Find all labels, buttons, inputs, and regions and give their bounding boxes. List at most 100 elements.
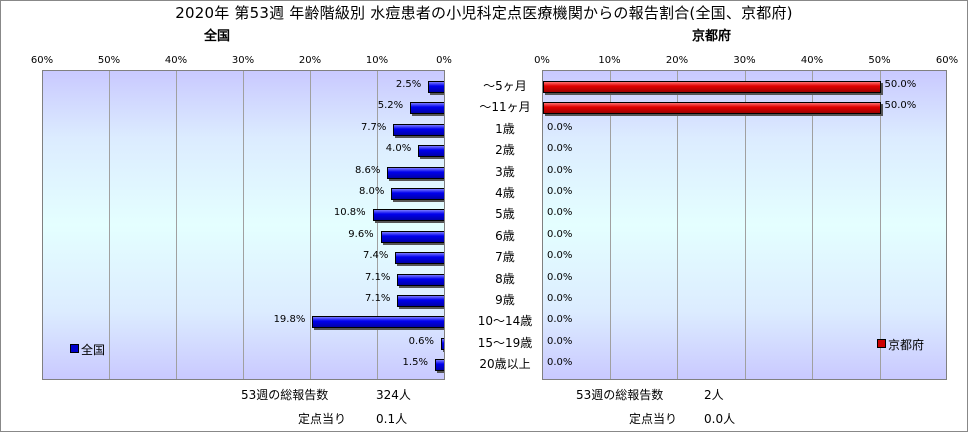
left-per-label: 定点当り bbox=[298, 412, 347, 426]
category-label: 15～19歳 bbox=[477, 335, 533, 350]
right-gridline bbox=[812, 71, 813, 379]
right-value-label: 0.0% bbox=[547, 164, 573, 176]
category-label: ～5ヶ月 bbox=[483, 79, 527, 93]
left-gridline bbox=[176, 71, 177, 379]
right-per-value: 0.0人 bbox=[704, 412, 736, 426]
right-gridline bbox=[744, 71, 746, 379]
category-label: 6歳 bbox=[495, 228, 515, 243]
left-total-label: 53週の総報告数 bbox=[241, 388, 329, 402]
right-value-label: 0.0% bbox=[547, 186, 573, 197]
right-value-label: 0.0% bbox=[547, 143, 573, 155]
left-x-tick-label: 0% bbox=[436, 55, 452, 66]
right-value-label: 0.0% bbox=[547, 293, 573, 304]
left-legend-label: 全国 bbox=[81, 343, 106, 357]
right-chart-title: 京都府 bbox=[692, 29, 732, 44]
right-value-label: 0.0% bbox=[547, 271, 573, 283]
left-chart-title: 全国 bbox=[204, 29, 231, 44]
left-x-tick-label: 20% bbox=[298, 55, 322, 66]
right-gridline bbox=[879, 71, 881, 379]
right-value-label: 0.0% bbox=[547, 121, 573, 133]
left-bar bbox=[372, 209, 444, 222]
right-x-tick-label: 50% bbox=[868, 55, 891, 66]
right-legend-swatch bbox=[877, 339, 886, 348]
left-value-label: 9.6% bbox=[348, 228, 374, 240]
right-value-label: 0.0% bbox=[547, 314, 573, 326]
right-x-tick-label: 0% bbox=[534, 55, 550, 66]
category-label: ～11ヶ月 bbox=[479, 100, 531, 115]
right-value-label: 0.0% bbox=[547, 357, 573, 369]
left-x-tick-label: 30% bbox=[231, 55, 255, 66]
right-x-tick-label: 60% bbox=[935, 55, 959, 66]
right-per-label: 定点当り bbox=[629, 412, 678, 426]
left-bar bbox=[395, 252, 444, 265]
left-gridline bbox=[109, 71, 110, 379]
category-label: 1歳 bbox=[495, 121, 515, 136]
left-value-label: 7.1% bbox=[365, 271, 391, 283]
chart-title: 2020年 第53週 年齢階級別 水痘患者の小児科定点医療機関からの報告割合(全… bbox=[175, 4, 793, 22]
right-bar bbox=[543, 102, 881, 115]
left-value-label: 8.6% bbox=[354, 164, 381, 176]
right-legend-label: 京都府 bbox=[888, 338, 925, 352]
right-x-tick-label: 30% bbox=[733, 55, 756, 66]
left-bar bbox=[393, 123, 444, 136]
left-bar bbox=[410, 102, 444, 115]
right-total-label: 53週の総報告数 bbox=[576, 388, 664, 402]
category-label: 9歳 bbox=[495, 293, 515, 307]
left-legend: 全国 bbox=[70, 341, 105, 358]
left-x-tick-label: 60% bbox=[30, 55, 54, 66]
left-plot-area bbox=[42, 70, 445, 380]
left-per-value: 0.1人 bbox=[376, 412, 408, 426]
left-x-tick-label: 10% bbox=[365, 55, 389, 66]
category-label: 3歳 bbox=[495, 164, 515, 179]
left-value-label: 0.6% bbox=[408, 335, 434, 347]
right-value-label: 0.0% bbox=[547, 335, 573, 347]
right-gridline bbox=[677, 71, 678, 379]
right-x-tick-label: 20% bbox=[665, 55, 689, 66]
left-bar bbox=[391, 188, 444, 200]
left-gridline bbox=[377, 71, 378, 379]
left-value-label: 2.5% bbox=[395, 79, 422, 90]
left-bar bbox=[380, 230, 444, 243]
right-value-label: 50.0% bbox=[884, 100, 917, 112]
left-value-label: 4.0% bbox=[385, 143, 412, 155]
category-label: 5歳 bbox=[495, 207, 515, 222]
left-value-label: 1.5% bbox=[402, 357, 428, 369]
left-legend-swatch bbox=[70, 344, 79, 353]
category-label: 8歳 bbox=[495, 271, 515, 286]
left-value-label: 8.0% bbox=[359, 186, 385, 197]
left-gridline bbox=[243, 71, 244, 379]
left-value-label: 7.4% bbox=[363, 250, 389, 262]
right-value-label: 0.0% bbox=[547, 250, 573, 262]
left-bar bbox=[440, 337, 444, 350]
right-value-label: 0.0% bbox=[547, 207, 573, 219]
left-bar bbox=[387, 166, 444, 179]
left-x-tick-label: 50% bbox=[97, 55, 121, 66]
left-x-tick-label: 40% bbox=[164, 55, 188, 66]
right-legend: 京都府 bbox=[877, 336, 924, 353]
left-value-label: 7.1% bbox=[365, 293, 391, 304]
right-value-label: 0.0% bbox=[547, 228, 573, 240]
right-value-label: 50.0% bbox=[884, 79, 917, 90]
left-bar bbox=[434, 359, 444, 372]
category-label: 10～14歳 bbox=[477, 314, 533, 329]
left-bar bbox=[428, 81, 444, 93]
category-label: 7歳 bbox=[495, 250, 515, 265]
right-total-value: 2人 bbox=[704, 388, 724, 402]
left-value-label: 7.7% bbox=[361, 121, 387, 133]
left-value-label: 19.8% bbox=[273, 314, 306, 326]
right-gridline bbox=[609, 71, 611, 379]
left-total-value: 324人 bbox=[376, 388, 411, 402]
right-bar bbox=[543, 81, 881, 93]
left-bar bbox=[397, 295, 444, 307]
right-x-tick-label: 10% bbox=[598, 55, 621, 66]
left-bar bbox=[397, 273, 444, 286]
left-value-label: 5.2% bbox=[377, 100, 404, 112]
category-label: 4歳 bbox=[495, 186, 515, 200]
right-plot-area bbox=[542, 70, 947, 380]
left-bar bbox=[312, 316, 444, 329]
left-bar bbox=[418, 145, 444, 158]
category-label: 2歳 bbox=[495, 143, 515, 158]
right-x-tick-label: 40% bbox=[800, 55, 824, 66]
left-gridline bbox=[310, 71, 311, 379]
category-label: 20歳以上 bbox=[479, 357, 531, 372]
